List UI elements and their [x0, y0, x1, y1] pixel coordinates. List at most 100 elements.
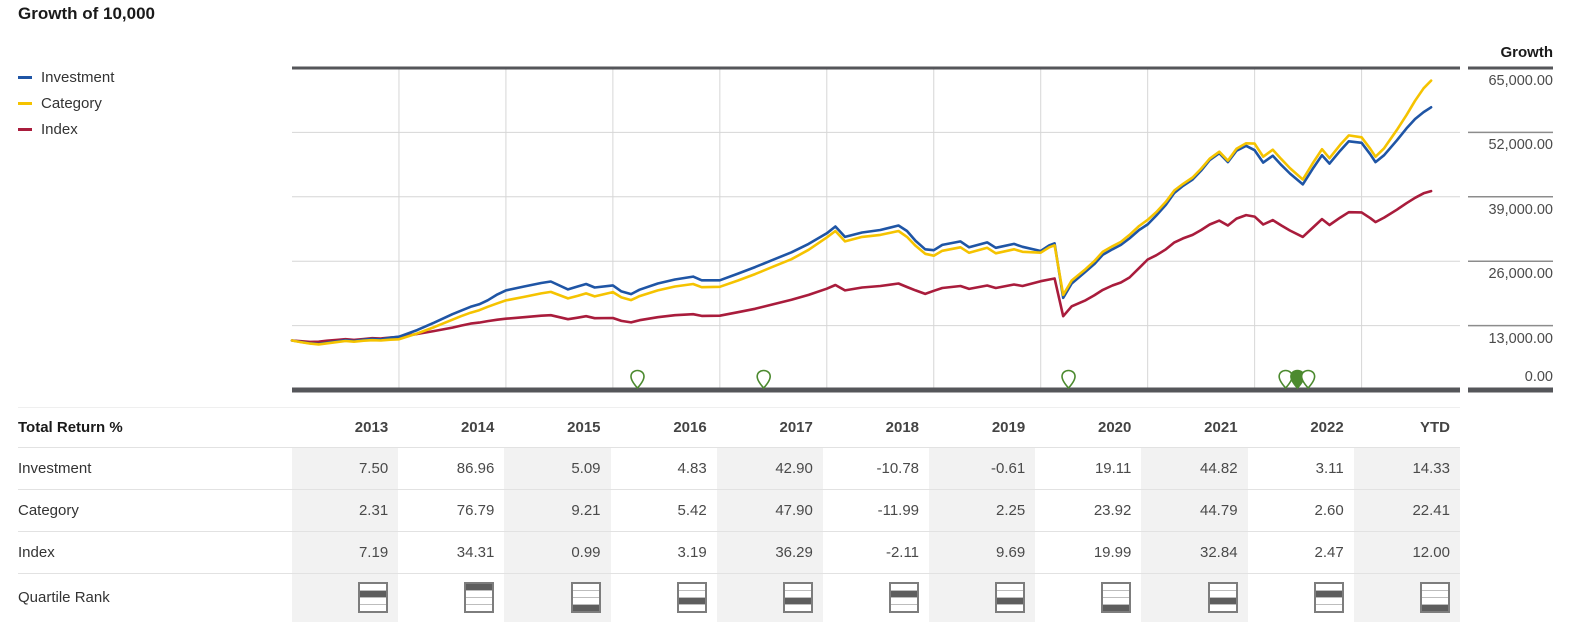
- quartile-rank-icon[interactable]: [1207, 582, 1238, 613]
- series-line-category: [290, 79, 1433, 346]
- quartile-band: [1103, 590, 1130, 597]
- return-cell: 9.69: [929, 531, 1036, 574]
- column-header-2015: 2015: [504, 407, 611, 448]
- legend-swatch-icon: [18, 75, 32, 79]
- quartile-cell: [823, 574, 929, 623]
- column-header-2022: 2022: [1247, 407, 1354, 448]
- quartile-band: [360, 597, 387, 604]
- legend-label: Index: [41, 120, 78, 138]
- quartile-rank-icon[interactable]: [995, 582, 1026, 613]
- column-header-ytd: YTD: [1353, 407, 1460, 448]
- quartile-cell: [504, 573, 611, 622]
- quartile-rank-icon[interactable]: [570, 582, 601, 613]
- quartile-cell: [716, 573, 823, 622]
- return-cell: 44.79: [1141, 489, 1248, 532]
- return-cell: 42.90: [716, 447, 823, 490]
- return-cell: 76.79: [398, 489, 505, 532]
- quartile-rank-icon[interactable]: [1420, 582, 1450, 613]
- quartile-band-filled: [784, 597, 811, 604]
- table-row-category: Category 2.31 76.79 9.21 5.42 47.90 -11.99 2.25…: [18, 489, 1460, 532]
- growth-axis-label: Growth: [1500, 44, 1554, 61]
- page-title: Growth of 10,000: [18, 4, 155, 23]
- column-header-2019: 2019: [929, 407, 1036, 448]
- quartile-band: [784, 590, 811, 597]
- event-marker-pin-icon[interactable]: [1061, 369, 1076, 390]
- column-header-2013: 2013: [292, 407, 399, 448]
- quartile-band: [466, 604, 493, 611]
- table-row-quartile-rank: Quartile Rank: [18, 573, 1460, 623]
- column-header-2021: 2021: [1141, 407, 1248, 448]
- quartile-rank-icon[interactable]: [889, 582, 920, 613]
- event-marker-pin-icon[interactable]: [1300, 369, 1316, 390]
- return-cell: 9.21: [504, 489, 611, 532]
- return-cell: 44.82: [1141, 447, 1248, 490]
- quartile-band: [1422, 590, 1448, 597]
- quartile-band: [784, 604, 811, 611]
- return-cell: -0.61: [929, 447, 1036, 490]
- legend-swatch-icon: [18, 127, 32, 131]
- quartile-band: [1422, 597, 1448, 604]
- quartile-band: [678, 590, 705, 597]
- row-label: Index: [18, 531, 292, 574]
- event-marker-pin-icon[interactable]: [756, 369, 771, 390]
- event-marker-pin-icon[interactable]: [630, 369, 645, 390]
- quartile-band: [678, 584, 705, 590]
- event-marker-pin-icon[interactable]: [1278, 369, 1293, 390]
- quartile-band: [1209, 604, 1236, 611]
- quartile-band: [1103, 597, 1130, 604]
- return-cell: 5.42: [610, 489, 717, 532]
- row-label: Quartile Rank: [18, 589, 110, 606]
- quartile-band: [572, 584, 599, 590]
- quartile-cell: [929, 573, 1036, 622]
- legend-swatch-icon: [18, 101, 32, 105]
- quartile-rank-icon[interactable]: [782, 582, 813, 613]
- growth-chart: [290, 66, 1553, 393]
- quartile-band: [1315, 597, 1342, 604]
- table-header-row: Total Return % 2013 2014 2015 2016 2017 2018 20…: [18, 407, 1460, 448]
- quartile-band: [997, 604, 1024, 611]
- quartile-rank-icon[interactable]: [358, 582, 389, 613]
- return-cell: 12.00: [1353, 531, 1460, 574]
- row-label: Category: [18, 489, 292, 532]
- column-header-2020: 2020: [1035, 407, 1142, 448]
- quartile-band: [360, 584, 387, 590]
- quartile-cell: [1353, 573, 1460, 622]
- return-cell: 0.99: [504, 531, 611, 574]
- quartile-rank-icon[interactable]: [1313, 582, 1344, 613]
- return-cell: 2.60: [1247, 489, 1354, 532]
- row-label: Investment: [18, 447, 292, 490]
- quartile-rank-icon[interactable]: [676, 582, 707, 613]
- column-header-2016: 2016: [610, 407, 717, 448]
- quartile-cell: [1248, 574, 1354, 623]
- return-cell: 19.99: [1035, 531, 1142, 574]
- quartile-band: [1422, 584, 1448, 590]
- quartile-band: [1315, 604, 1342, 611]
- return-cell: 7.19: [292, 531, 399, 574]
- return-cell: 2.31: [292, 489, 399, 532]
- quartile-band: [997, 584, 1024, 590]
- legend-item-index[interactable]: Index: [18, 116, 114, 142]
- quartile-band: [572, 597, 599, 604]
- chart-legend: Investment Category Index: [18, 64, 114, 142]
- quartile-rank-icon[interactable]: [1101, 582, 1132, 613]
- return-cell: 2.47: [1247, 531, 1354, 574]
- return-cell: 7.50: [292, 447, 399, 490]
- quartile-band: [1209, 584, 1236, 590]
- return-cell: 22.41: [1353, 489, 1460, 532]
- return-cell: -2.11: [822, 531, 930, 574]
- column-header-2017: 2017: [716, 407, 823, 448]
- quartile-band: [784, 584, 811, 590]
- quartile-band-filled: [1103, 604, 1130, 611]
- column-header-2018: 2018: [822, 407, 930, 448]
- quartile-band: [360, 604, 387, 611]
- quartile-band: [572, 590, 599, 597]
- quartile-band-filled: [1315, 590, 1342, 597]
- quartile-rank-icon[interactable]: [464, 582, 495, 613]
- quartile-cell: [1141, 573, 1248, 622]
- quartile-cell: [1035, 574, 1141, 623]
- legend-item-category[interactable]: Category: [18, 90, 114, 116]
- quartile-band: [891, 584, 918, 590]
- legend-item-investment[interactable]: Investment: [18, 64, 114, 90]
- return-cell: 3.11: [1247, 447, 1354, 490]
